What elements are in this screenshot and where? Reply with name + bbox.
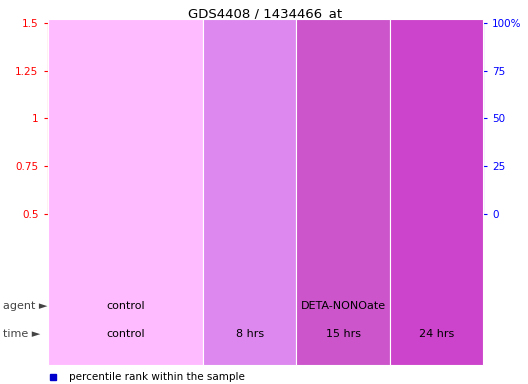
Bar — [303, 189, 320, 214]
Text: GSM549089: GSM549089 — [337, 216, 346, 266]
Bar — [143, 214, 173, 292]
Bar — [334, 160, 351, 214]
Bar — [51, 214, 81, 292]
Title: GDS4408 / 1434466_at: GDS4408 / 1434466_at — [188, 7, 342, 20]
Bar — [265, 214, 296, 292]
Text: transformed count: transformed count — [69, 352, 166, 362]
Text: percentile rank within the sample: percentile rank within the sample — [69, 372, 244, 382]
Text: GSM549092: GSM549092 — [430, 216, 439, 266]
Text: GSM549083: GSM549083 — [154, 216, 163, 266]
Text: GSM549091: GSM549091 — [399, 216, 408, 266]
Bar — [327, 214, 357, 292]
Bar — [419, 214, 449, 292]
Bar — [204, 214, 234, 292]
Bar — [234, 214, 265, 292]
Text: control: control — [106, 301, 145, 311]
Bar — [112, 214, 143, 292]
Text: GSM549090: GSM549090 — [368, 216, 377, 266]
Bar — [364, 200, 381, 214]
Bar — [81, 214, 112, 292]
Bar — [119, 149, 136, 214]
Text: GSM549093: GSM549093 — [460, 216, 469, 266]
Bar — [88, 99, 105, 214]
Text: time ►: time ► — [3, 329, 40, 339]
Text: 15 hrs: 15 hrs — [326, 329, 361, 339]
Text: GSM549081: GSM549081 — [92, 216, 101, 266]
Text: GSM549084: GSM549084 — [184, 216, 193, 266]
Text: control: control — [106, 329, 145, 339]
Bar — [449, 214, 480, 292]
Text: GSM549086: GSM549086 — [246, 216, 254, 266]
Bar — [296, 214, 327, 292]
Bar — [426, 92, 442, 214]
Text: GSM549087: GSM549087 — [276, 216, 285, 266]
Bar — [211, 143, 228, 214]
Text: 24 hrs: 24 hrs — [419, 329, 454, 339]
Bar — [456, 116, 473, 214]
Bar — [241, 90, 258, 214]
Bar — [173, 214, 204, 292]
Text: DETA-NONOate: DETA-NONOate — [300, 301, 385, 311]
Bar — [58, 38, 74, 214]
Text: GSM549080: GSM549080 — [61, 216, 70, 266]
Bar — [180, 147, 197, 214]
Text: GSM549088: GSM549088 — [307, 216, 316, 266]
Text: agent ►: agent ► — [3, 301, 47, 311]
Bar — [395, 189, 412, 214]
Bar — [149, 177, 166, 214]
Text: GSM549085: GSM549085 — [215, 216, 224, 266]
Text: 8 hrs: 8 hrs — [235, 329, 264, 339]
Bar — [272, 202, 289, 214]
Bar — [388, 214, 419, 292]
Text: GSM549082: GSM549082 — [123, 216, 132, 266]
Bar — [357, 214, 388, 292]
